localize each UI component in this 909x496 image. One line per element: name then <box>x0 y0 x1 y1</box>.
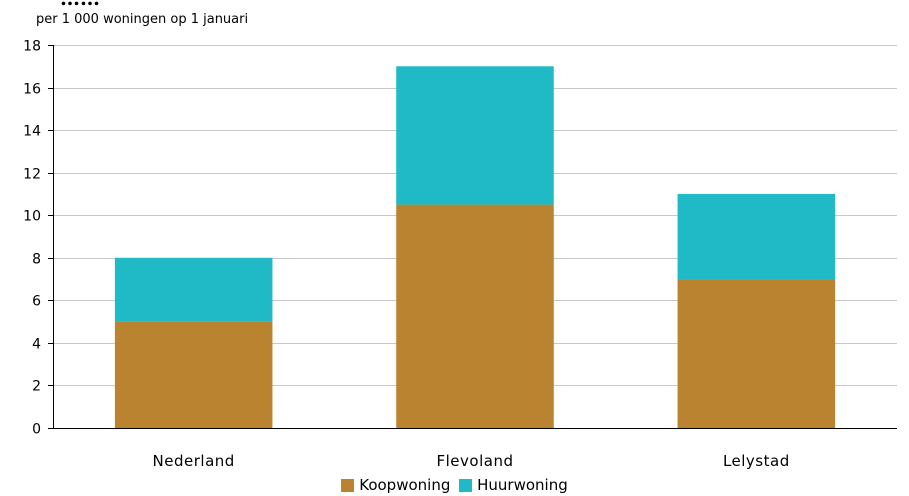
x-category-label-nederland: Nederland <box>153 452 235 470</box>
legend-label-koopwoning: Koopwoning <box>359 476 451 494</box>
legend-item-huurwoning: Huurwoning <box>459 476 568 494</box>
bar-huurwoning-nederland <box>114 257 273 322</box>
x-category-label-lelystad: Lelystad <box>723 452 790 470</box>
y-tick-label: 8 <box>32 252 41 268</box>
chart-subtitle: per 1 000 woningen op 1 januari <box>36 12 249 27</box>
x-category-label-flevoland: Flevoland <box>437 452 514 470</box>
bar-huurwoning-lelystad <box>677 193 836 280</box>
bar-koopwoning-lelystad <box>677 279 836 428</box>
y-tick-label: 16 <box>23 82 41 98</box>
legend-swatch-koopwoning <box>341 478 355 492</box>
axes <box>48 45 897 429</box>
bars <box>114 66 836 428</box>
bar-chart: 0 2 4 6 8 10 12 14 16 18 Nederland Flevoland Lelysta… <box>23 39 897 471</box>
bar-huurwoning-flevoland <box>396 66 554 205</box>
legend-label-huurwoning: Huurwoning <box>477 476 568 494</box>
clipped-title: …… <box>60 0 100 6</box>
bar-koopwoning-flevoland <box>396 204 554 428</box>
labels: 0 2 4 6 8 10 12 14 16 18 Nederland Flevoland Lelysta… <box>23 39 790 471</box>
bar-koopwoning-nederland <box>114 321 273 428</box>
y-tick-label: 10 <box>23 209 41 225</box>
y-tick-label: 18 <box>23 39 41 55</box>
y-tick-label: 6 <box>32 294 41 310</box>
y-tick-label: 2 <box>32 379 41 395</box>
y-tick-label: 0 <box>32 422 41 438</box>
legend-swatch-huurwoning <box>459 478 473 492</box>
legend: Koopwoning Huurwoning <box>0 476 909 496</box>
y-tick-label: 12 <box>23 167 41 183</box>
clipped-title-strip: …… <box>0 0 909 6</box>
y-tick-label: 4 <box>32 337 41 353</box>
legend-item-koopwoning: Koopwoning <box>341 476 450 494</box>
y-tick-label: 14 <box>23 124 41 140</box>
